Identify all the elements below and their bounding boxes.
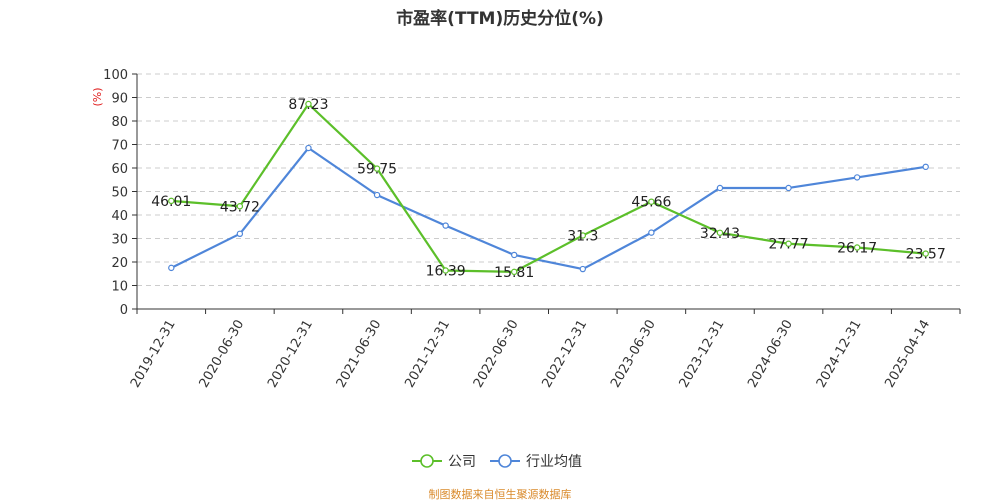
data-point-1-5 xyxy=(511,251,518,259)
data-point-1-11 xyxy=(922,163,929,171)
data-label-9: 27.77 xyxy=(768,237,808,253)
x-tick-label-2022-06-30: 2022-06-30 xyxy=(471,318,522,391)
data-label-11: 23.57 xyxy=(906,247,946,263)
axes: 0 10 20 30 40 50 60 70 80 90 100 (%) 2019-12-31 2020-… xyxy=(91,68,961,391)
y-tick-label-10: 10 xyxy=(111,280,128,295)
y-tick-label-60: 60 xyxy=(111,162,128,177)
x-tick-label-2020-06-30: 2020-06-30 xyxy=(197,318,248,391)
y-tick-label-30: 30 xyxy=(111,233,128,248)
data-label-8: 32.43 xyxy=(700,226,740,242)
data-point-0-7 xyxy=(648,198,655,205)
x-tick-label-2023-06-30: 2023-06-30 xyxy=(608,318,659,391)
x-tick-label-2021-12-31: 2021-12-31 xyxy=(402,318,453,391)
data-point-1-9 xyxy=(785,184,792,192)
series-line-0 xyxy=(171,102,926,273)
data-point-1-6 xyxy=(579,265,586,273)
data-point-1-0 xyxy=(168,264,175,272)
data-point-0-10 xyxy=(853,244,861,251)
data-label-4: 16.39 xyxy=(426,263,466,279)
y-tick-label-100: 100 xyxy=(103,68,128,83)
data-point-1-8 xyxy=(716,184,724,192)
data-point-1-10 xyxy=(853,174,861,181)
data-point-0-8 xyxy=(716,229,724,236)
data-point-0-2 xyxy=(305,100,312,108)
legend: 公司 行业均值 xyxy=(412,454,582,470)
data-point-0-5 xyxy=(511,268,518,276)
data-label-5: 15.81 xyxy=(494,265,534,281)
x-tick-label-2024-12-31: 2024-12-31 xyxy=(814,318,865,391)
data-point-1-7 xyxy=(648,229,655,236)
data-point-0-9 xyxy=(785,240,792,247)
data-point-1-1 xyxy=(236,230,244,237)
data-point-0-4 xyxy=(442,267,449,274)
data-label-10: 26.17 xyxy=(837,241,877,257)
x-tick-label-2023-12-31: 2023-12-31 xyxy=(677,318,728,391)
data-label-0: 46.01 xyxy=(151,194,191,210)
x-tick-label-2022-12-31: 2022-12-31 xyxy=(539,318,590,391)
data-label-1: 43.72 xyxy=(220,199,260,215)
y-tick-label-40: 40 xyxy=(111,209,128,224)
data-point-1-3 xyxy=(373,191,381,199)
chart-title: 市盈率(TTM)历史分位(%) xyxy=(396,9,604,29)
y-tick-label-20: 20 xyxy=(111,256,128,271)
y-axis-label: (%) xyxy=(91,87,104,106)
x-tick-label-2025-04-14: 2025-04-14 xyxy=(882,318,933,391)
data-label-2: 87.23 xyxy=(288,97,328,113)
legend-label-1: 行业均值 xyxy=(526,454,582,470)
y-tick-label-0: 0 xyxy=(120,303,128,318)
data-point-0-0 xyxy=(168,197,175,205)
data-point-1-4 xyxy=(442,222,449,229)
data-point-0-6 xyxy=(579,232,586,239)
data-labels: 46.01 43.72 87.23 59.75 16.39 15.81 31.3 45.66 3… xyxy=(151,97,946,281)
legend-marker-0 xyxy=(420,454,434,468)
x-tick-label-2020-12-31: 2020-12-31 xyxy=(265,318,316,391)
data-label-7: 45.66 xyxy=(631,195,671,211)
data-point-0-1 xyxy=(236,203,244,210)
data-point-1-2 xyxy=(305,144,312,152)
series-lines xyxy=(168,100,929,276)
y-tick-label-90: 90 xyxy=(111,92,128,107)
series-line-1 xyxy=(170,146,926,271)
x-tick-label-2021-06-30: 2021-06-30 xyxy=(334,318,385,391)
y-tick-label-70: 70 xyxy=(111,139,128,154)
x-tick-label-2019-12-31: 2019-12-31 xyxy=(128,318,179,391)
y-tick-label-80: 80 xyxy=(111,115,128,130)
legend-marker-1 xyxy=(498,454,512,468)
data-point-0-11 xyxy=(922,250,929,257)
data-label-3: 59.75 xyxy=(357,162,397,178)
data-label-6: 31.3 xyxy=(567,228,598,244)
x-tick-label-2024-06-30: 2024-06-30 xyxy=(745,318,796,391)
y-tick-label-50: 50 xyxy=(111,186,128,201)
source-note: 制图数据来自恒生聚源数据库 xyxy=(428,488,572,501)
legend-label-0: 公司 xyxy=(448,454,476,470)
data-point-0-3 xyxy=(373,165,381,172)
